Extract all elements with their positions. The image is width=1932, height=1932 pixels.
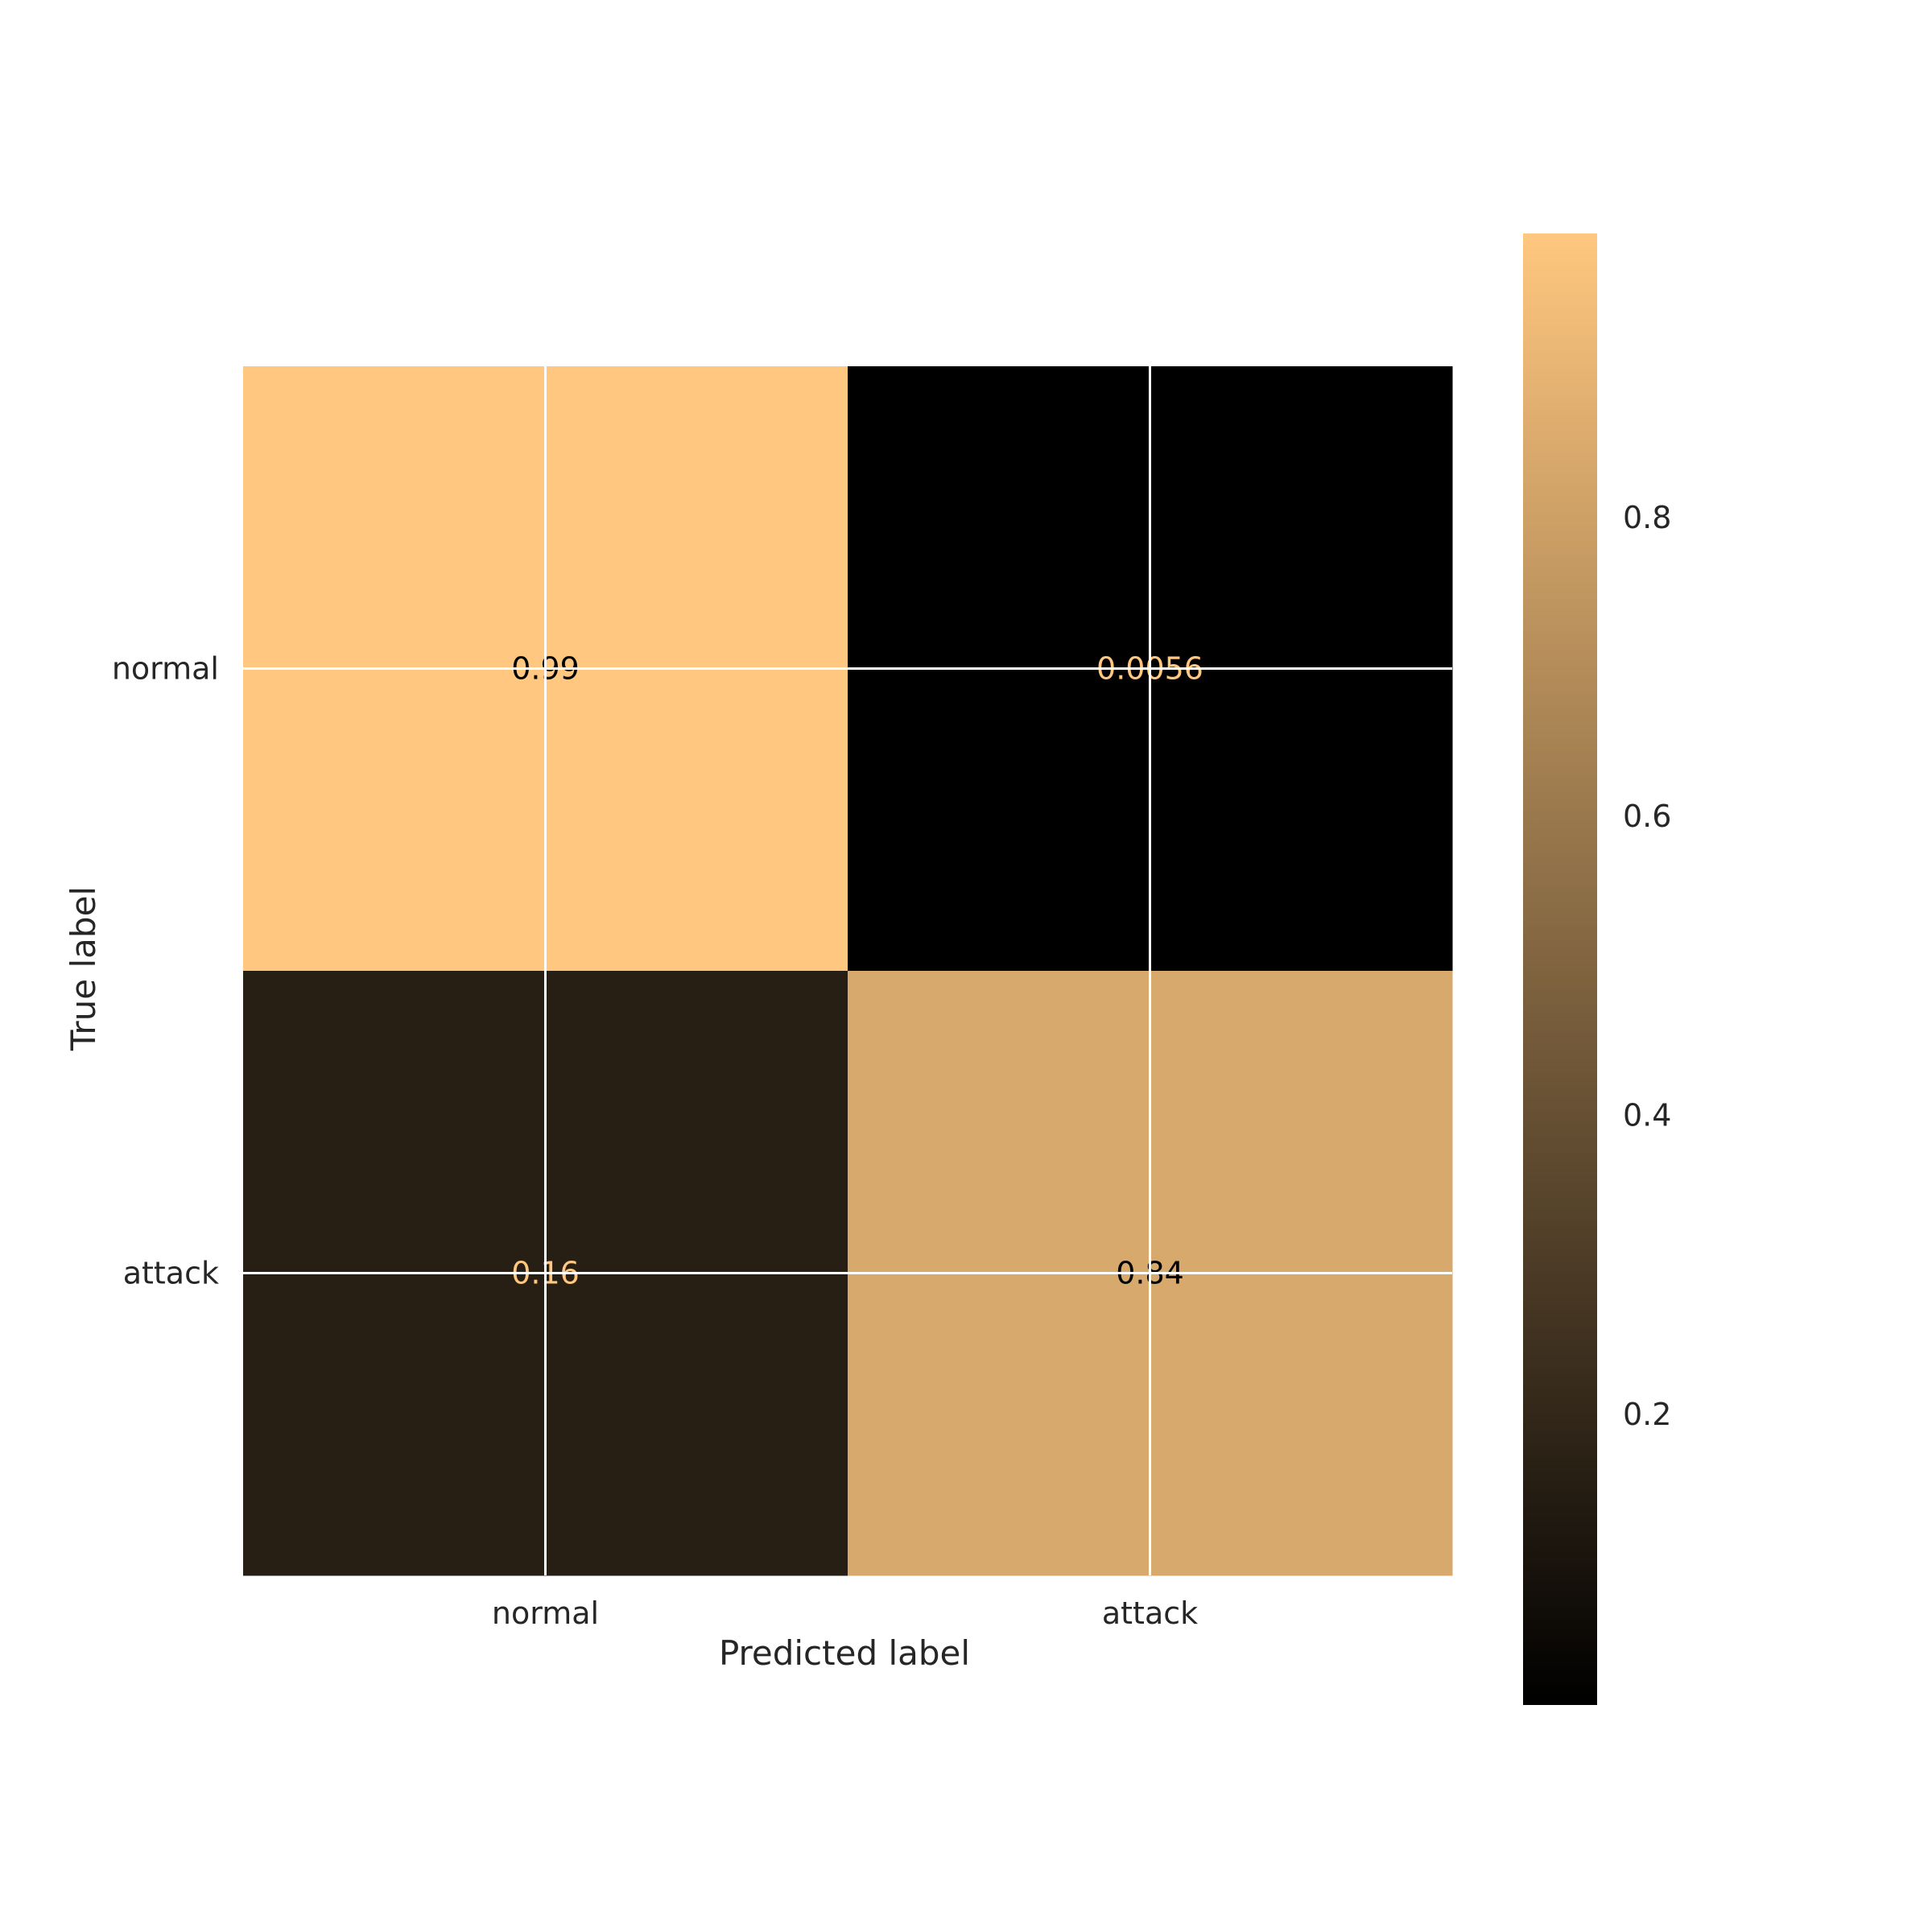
colorbar: 0.2 0.4 0.6 0.8 (1523, 233, 1671, 1705)
colorbar-tick-label: 0.8 (1623, 500, 1671, 535)
colorbar-tick-label: 0.4 (1623, 1098, 1671, 1133)
y-tick-label: attack (123, 1256, 219, 1291)
heatmap-gridlines (243, 366, 1452, 1575)
colorbar-tick-label: 0.2 (1623, 1397, 1671, 1432)
heatmap-cells (243, 366, 1453, 1576)
colorbar-tick-label: 0.6 (1623, 799, 1671, 834)
y-axis-ticks: normal attack (112, 651, 219, 1291)
y-tick-label: normal (112, 651, 219, 687)
y-axis-label: True label (64, 886, 103, 1051)
colorbar-gradient (1523, 233, 1597, 1705)
colorbar-ticks: 0.2 0.4 0.6 0.8 (1623, 500, 1671, 1432)
x-axis-ticks: normal attack (492, 1596, 1198, 1631)
x-tick-label: normal (492, 1596, 599, 1631)
x-tick-label: attack (1102, 1596, 1198, 1631)
x-axis-label: Predicted label (719, 1633, 970, 1673)
